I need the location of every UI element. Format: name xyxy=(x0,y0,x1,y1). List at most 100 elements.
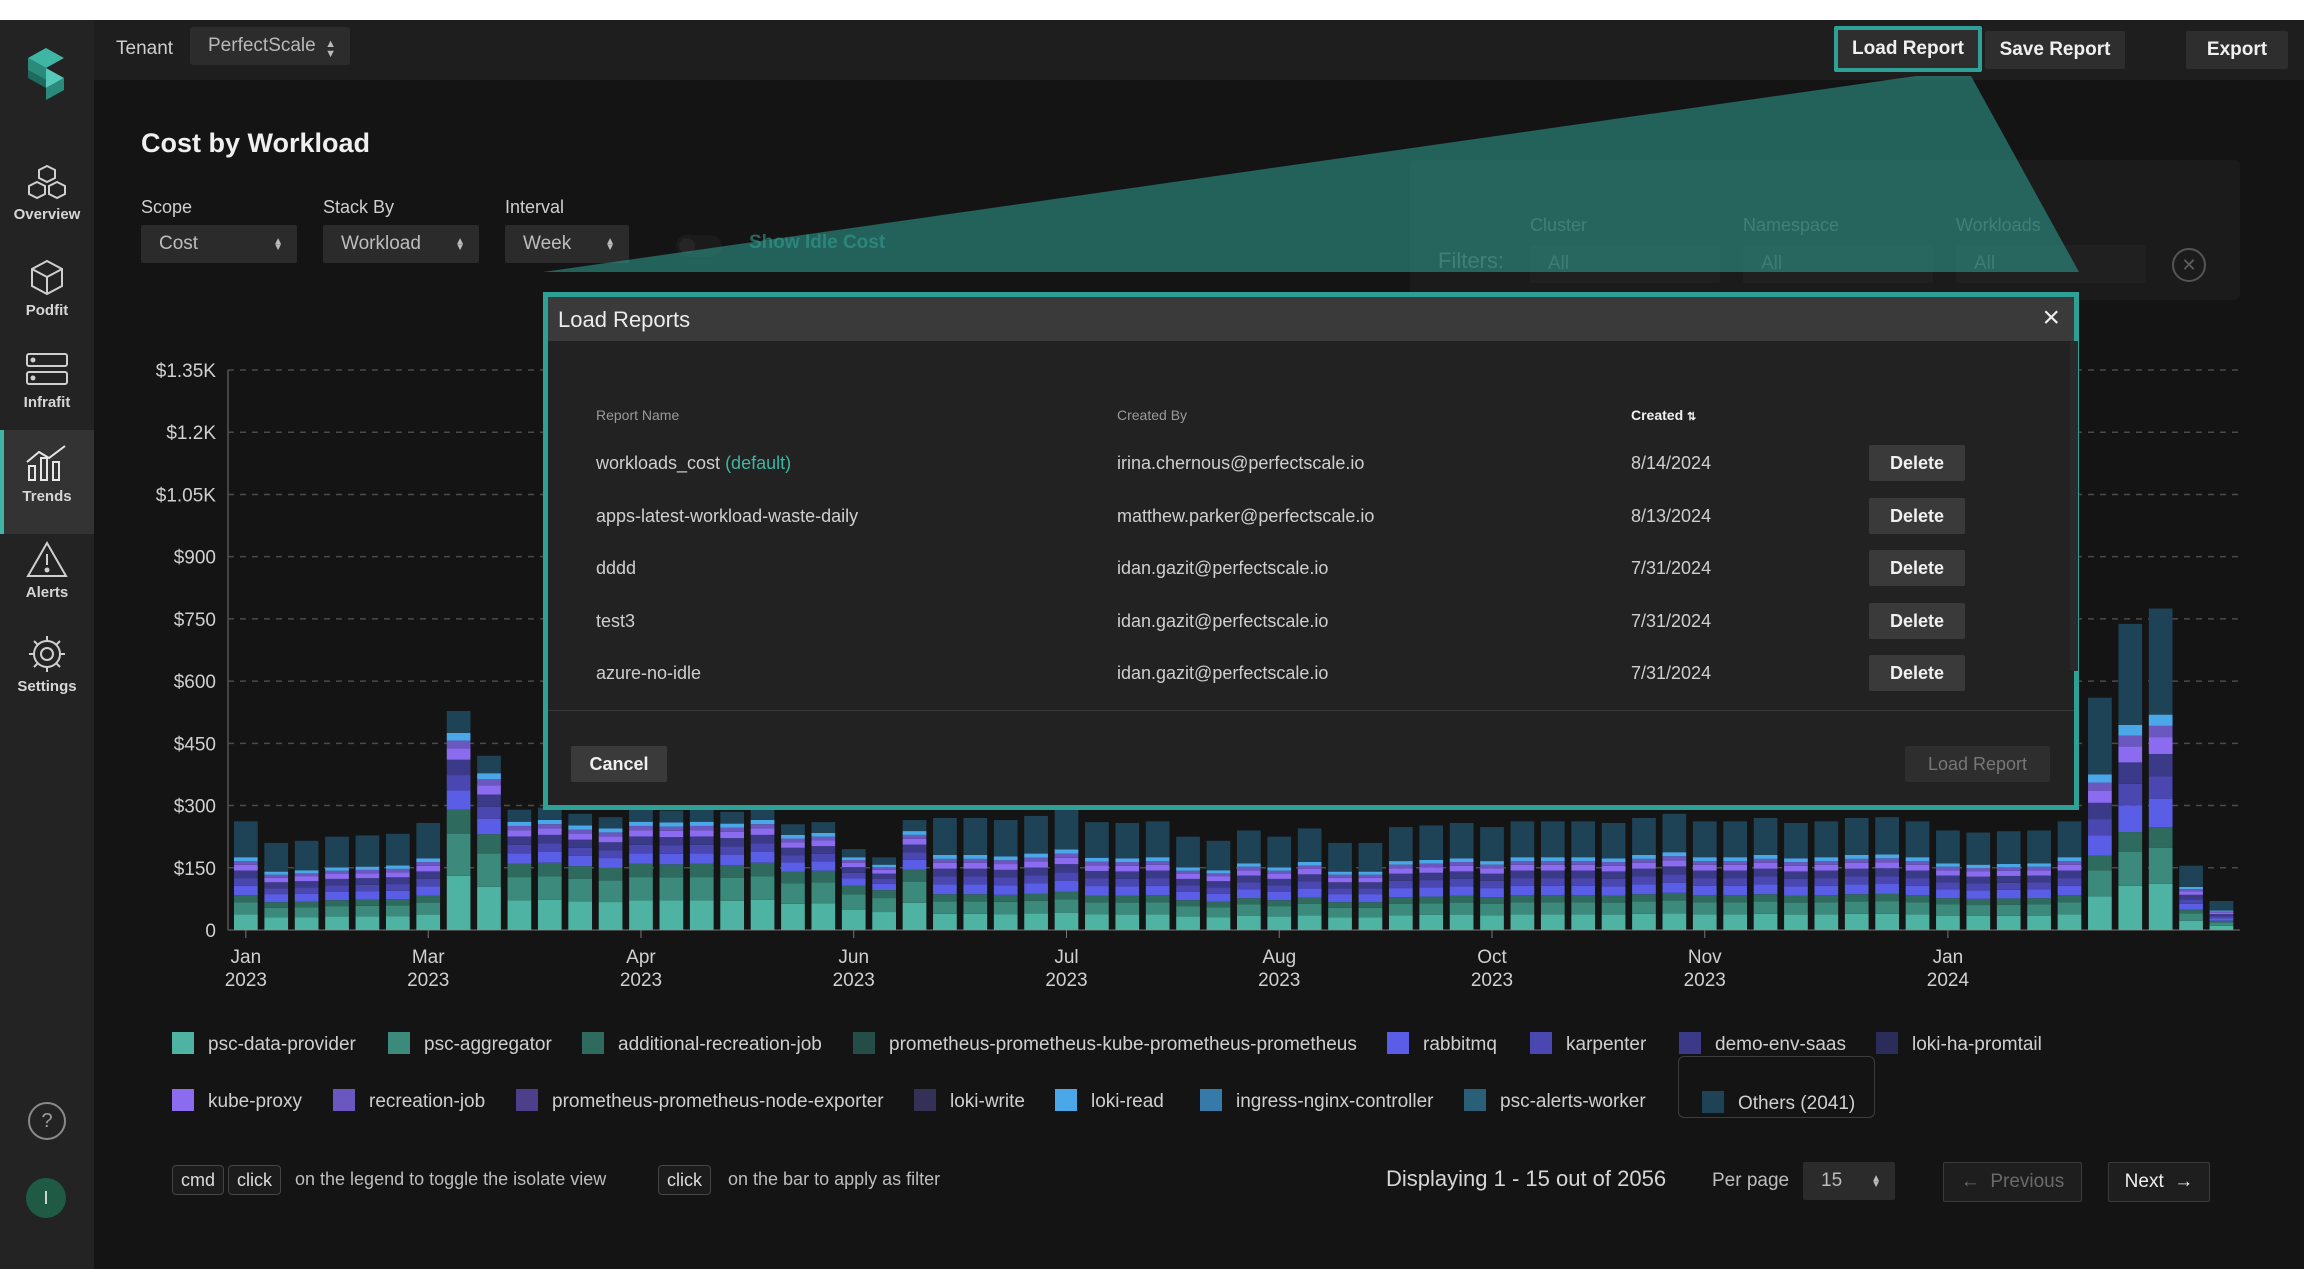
delete-button[interactable]: Delete xyxy=(1869,655,1965,691)
sidebar-item-infrafit[interactable]: Infrafit xyxy=(0,350,94,438)
chart-bar-segment xyxy=(781,842,805,848)
help-icon[interactable]: ? xyxy=(28,1102,66,1140)
legend-item[interactable]: additional-recreation-job xyxy=(582,1032,822,1057)
x-tick-label: Oct xyxy=(1477,947,1507,968)
perfectscale-logo[interactable] xyxy=(24,46,68,107)
chart-bar-segment xyxy=(264,874,289,878)
chart-bar-segment xyxy=(1024,913,1048,930)
legend-item[interactable]: rabbitmq xyxy=(1387,1032,1497,1057)
export-button[interactable]: Export xyxy=(2186,31,2288,69)
x-tick-label: Mar xyxy=(412,947,445,968)
chart-bar-segment xyxy=(1176,900,1200,907)
previous-button[interactable]: ← Previous xyxy=(1943,1162,2082,1202)
col-report-name[interactable]: Report Name xyxy=(596,407,680,423)
chart-bar-segment xyxy=(1054,849,1079,854)
close-icon[interactable]: × xyxy=(2042,301,2060,334)
chart-bar-segment xyxy=(1480,868,1504,874)
load-report-confirm-button[interactable]: Load Report xyxy=(1905,746,2050,782)
chart-bar-segment xyxy=(1936,870,1960,876)
legend-item[interactable]: kube-proxy xyxy=(172,1089,302,1114)
legend-item[interactable]: prometheus-prometheus-kube-prometheus-pr… xyxy=(853,1032,1357,1057)
legend-item[interactable]: psc-alerts-worker xyxy=(1464,1089,1646,1114)
legend-item[interactable]: karpenter xyxy=(1530,1032,1646,1057)
table-row[interactable]: azure-no-idle idan.gazit@perfectscale.io 7… xyxy=(548,655,2048,695)
legend-item[interactable]: loki-read xyxy=(1055,1089,1164,1114)
chart-bar-segment xyxy=(598,880,623,903)
delete-button[interactable]: Delete xyxy=(1869,497,1965,534)
chart-bar-segment xyxy=(1237,904,1261,916)
cancel-button[interactable]: Cancel xyxy=(571,746,667,782)
chart-bar-segment xyxy=(902,859,927,870)
modal-scrollbar[interactable] xyxy=(2070,341,2078,671)
legend-item[interactable]: demo-env-saas xyxy=(1679,1032,1846,1057)
delete-button[interactable]: Delete xyxy=(1869,602,1965,639)
legend-label: loki-read xyxy=(1091,1091,1164,1112)
legend-others-box[interactable] xyxy=(1678,1056,1875,1118)
chart-bar-segment xyxy=(1115,865,1140,872)
clear-filters-icon[interactable]: ✕ xyxy=(2172,248,2206,282)
click-key: click xyxy=(658,1165,711,1195)
sidebar-item-trends[interactable]: Trends xyxy=(0,430,94,534)
legend-swatch xyxy=(172,1089,194,1112)
legend-item[interactable]: Others (2041) xyxy=(1702,1091,1855,1116)
sidebar-item-alerts[interactable]: Alerts xyxy=(0,540,94,628)
per-page-select[interactable]: 15 ▲ ▼ xyxy=(1803,1162,1895,1200)
previous-label: Previous xyxy=(1990,1171,2065,1192)
table-row[interactable]: dddd idan.gazit@perfectscale.io 7/31/2024 D… xyxy=(548,550,2048,590)
scope-select[interactable]: Cost ▲ ▼ xyxy=(141,225,297,263)
next-button[interactable]: Next → xyxy=(2108,1162,2210,1202)
sidebar-item-label: Podfit xyxy=(25,302,69,319)
stack-by-select[interactable]: Workload ▲ ▼ xyxy=(323,225,479,263)
legend-item[interactable]: psc-aggregator xyxy=(388,1032,552,1057)
delete-button[interactable]: Delete xyxy=(1869,445,1965,481)
sidebar-item-overview[interactable]: Overview xyxy=(0,162,94,250)
legend-item[interactable]: prometheus-prometheus-node-exporter xyxy=(516,1089,884,1114)
chart-bar-segment xyxy=(2027,915,2051,930)
sidebar-item-podfit[interactable]: Podfit xyxy=(0,258,94,346)
legend-item[interactable]: psc-data-provider xyxy=(172,1032,356,1057)
cluster-select[interactable]: All xyxy=(1530,245,1720,283)
avatar[interactable]: I xyxy=(26,1178,66,1218)
tenant-select[interactable]: PerfectScale ▲ ▼ xyxy=(190,27,350,65)
chart-bar-segment xyxy=(2027,875,2051,883)
chart-bar-segment xyxy=(2088,835,2112,856)
delete-button[interactable]: Delete xyxy=(1869,550,1965,586)
x-tick-label: Jan xyxy=(231,947,262,968)
chart-bar-segment xyxy=(902,834,927,839)
chart-bar-segment xyxy=(750,843,775,852)
chart-bar-segment xyxy=(1601,878,1626,887)
chart-bar-segment xyxy=(841,885,866,895)
chart-bar-segment xyxy=(963,818,988,855)
chart-bar-segment xyxy=(1145,821,1170,858)
legend-item[interactable]: loki-write xyxy=(914,1089,1025,1114)
workloads-select[interactable]: All xyxy=(1956,245,2146,283)
table-row[interactable]: test3 idan.gazit@perfectscale.io 7/31/2024… xyxy=(548,602,2048,643)
cost-chart[interactable]: 0 $150 $300 $450 $600 $750 $900 $1.05K $1.2K $1.3… xyxy=(150,345,2250,1005)
table-row[interactable]: apps-latest-workload-waste-daily matthew.… xyxy=(548,497,2048,538)
chart-bar-segment xyxy=(1905,885,1930,896)
chart-bar-segment xyxy=(629,825,653,831)
chart-bar-segment xyxy=(811,861,836,871)
col-created[interactable]: Created ⇅ xyxy=(1631,407,1696,423)
bar-hint: on the bar to apply as filter xyxy=(728,1169,941,1189)
sidebar-item-settings[interactable]: Settings xyxy=(0,634,94,722)
chart-bar-segment xyxy=(1115,871,1140,879)
displaying-text: Displaying 1 - 15 out of 2056 xyxy=(1386,1166,1667,1191)
report-name: dddd xyxy=(596,558,637,578)
chart-bar-segment xyxy=(2148,725,2173,738)
legend-item[interactable]: recreation-job xyxy=(333,1089,485,1114)
legend-item[interactable]: ingress-nginx-controller xyxy=(1200,1089,1433,1114)
namespace-select[interactable]: All xyxy=(1743,245,1933,283)
load-report-button[interactable]: Load Report xyxy=(1834,26,1982,72)
interval-select[interactable]: Week ▲ ▼ xyxy=(505,225,629,263)
x-tick-label: Apr xyxy=(626,947,656,968)
chart-bar-segment xyxy=(811,903,836,930)
table-row[interactable]: workloads_cost (default) irina.chernous@p… xyxy=(548,445,2048,485)
legend-item[interactable]: loki-ha-promtail xyxy=(1876,1032,2042,1057)
col-created-by[interactable]: Created By xyxy=(1117,407,1188,423)
chart-bar-segment xyxy=(629,863,653,878)
save-report-button[interactable]: Save Report xyxy=(1985,31,2125,69)
chart-bar-segment xyxy=(1358,877,1383,883)
idle-cost-toggle[interactable] xyxy=(676,235,722,257)
chart-bar-segment xyxy=(2027,870,2051,876)
